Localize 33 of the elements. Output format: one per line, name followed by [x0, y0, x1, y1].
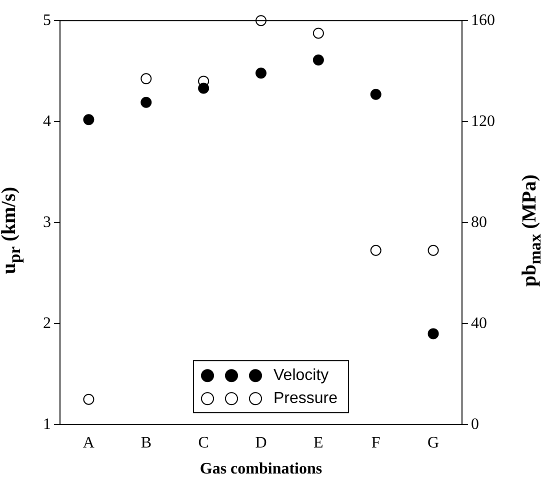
point	[370, 244, 382, 256]
point	[370, 88, 382, 100]
point	[83, 394, 94, 405]
x-tick-label: C	[198, 434, 209, 452]
y2-tick-label: 40	[471, 314, 487, 332]
y-tick-label: 1	[43, 416, 51, 433]
x-tick-label: B	[140, 434, 152, 452]
point	[312, 28, 324, 39]
point	[256, 68, 266, 79]
point	[198, 82, 210, 94]
point	[312, 54, 324, 66]
point	[428, 244, 439, 256]
point	[256, 15, 266, 26]
point	[140, 96, 152, 108]
x-tick-label: F	[371, 434, 380, 452]
legend-label: Velocity	[274, 367, 329, 384]
x-axis-title: Gas combinations	[200, 460, 322, 478]
point	[140, 73, 152, 84]
point	[428, 328, 439, 340]
y-tick-label: 4	[43, 112, 51, 130]
legend-label: Pressure	[274, 390, 338, 408]
y2-tick-label: 160	[471, 12, 495, 29]
point	[83, 114, 94, 126]
y-tick-label: 5	[43, 12, 51, 29]
x-tick-label: E	[314, 434, 324, 452]
y2-tick-label: 120	[471, 112, 495, 130]
y2-tick-label: 0	[471, 416, 479, 433]
y-tick-label: 3	[43, 214, 51, 231]
y-tick-label: 2	[43, 314, 51, 332]
x-tick-label: A	[82, 434, 95, 452]
x-tick-label: D	[255, 434, 267, 452]
y2-tick-label: 80	[471, 214, 487, 231]
x-tick-label: G	[428, 434, 440, 452]
